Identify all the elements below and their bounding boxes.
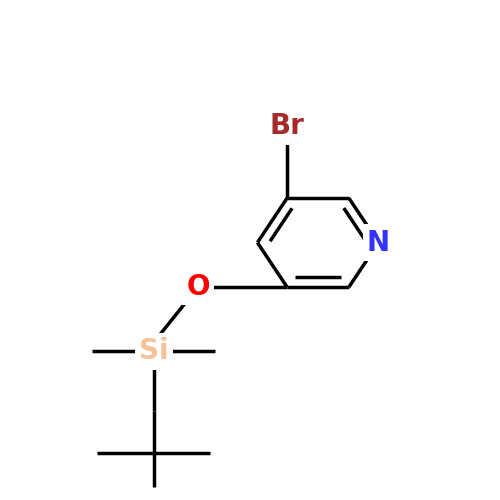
Text: Br: Br <box>270 112 304 140</box>
Text: Si: Si <box>139 338 168 365</box>
Text: O: O <box>186 273 210 301</box>
Text: N: N <box>367 228 390 256</box>
